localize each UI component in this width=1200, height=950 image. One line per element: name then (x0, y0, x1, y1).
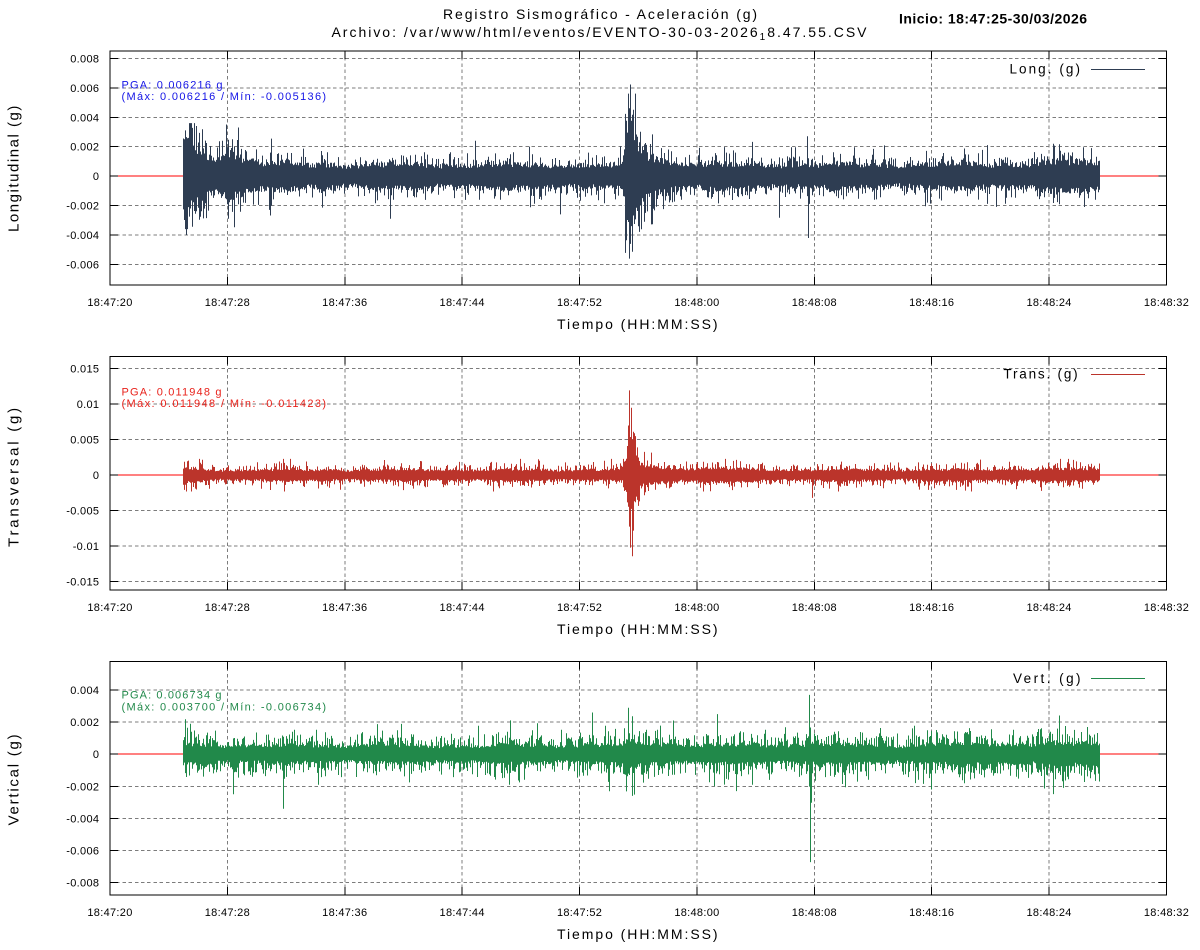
svg-text:-0.002: -0.002 (66, 201, 99, 213)
svg-text:18:48:24: 18:48:24 (1027, 297, 1072, 309)
svg-text:Vertical (g): Vertical (g) (6, 733, 23, 826)
svg-text:0: 0 (93, 470, 99, 482)
svg-text:-0.005: -0.005 (66, 506, 99, 518)
svg-text:Longitudinal (g): Longitudinal (g) (6, 104, 23, 232)
svg-text:18:48:32: 18:48:32 (1144, 602, 1189, 614)
svg-text:Archivo: /var/www/html/eventos: Archivo: /var/www/html/eventos/EVENTO-30… (331, 24, 868, 43)
svg-text:18:48:16: 18:48:16 (909, 907, 954, 919)
svg-text:Tiempo (HH:MM:SS): Tiempo (HH:MM:SS) (557, 621, 720, 637)
svg-text:Vert. (g): Vert. (g) (1013, 671, 1083, 686)
svg-text:0: 0 (93, 171, 99, 183)
svg-text:0.006: 0.006 (70, 83, 99, 95)
svg-text:18:47:20: 18:47:20 (87, 602, 132, 614)
svg-text:0.004: 0.004 (70, 112, 99, 124)
svg-text:18:48:32: 18:48:32 (1144, 907, 1189, 919)
svg-text:18:48:00: 18:48:00 (674, 602, 719, 614)
svg-text:18:47:28: 18:47:28 (205, 602, 250, 614)
svg-text:Registro Sismográfico - Aceler: Registro Sismográfico - Aceleración (g) (443, 6, 759, 22)
svg-text:18:47:52: 18:47:52 (557, 602, 602, 614)
svg-text:18:47:28: 18:47:28 (205, 907, 250, 919)
svg-text:-0.004: -0.004 (66, 230, 99, 242)
svg-text:0.004: 0.004 (70, 685, 99, 697)
svg-text:-0.008: -0.008 (66, 878, 99, 890)
svg-text:18:47:52: 18:47:52 (557, 297, 602, 309)
svg-text:-0.006: -0.006 (66, 845, 99, 857)
svg-text:Tiempo (HH:MM:SS): Tiempo (HH:MM:SS) (557, 316, 720, 332)
svg-text:(Máx: 0.006216 / Mín: -0.00513: (Máx: 0.006216 / Mín: -0.005136) (122, 91, 328, 103)
svg-text:18:48:08: 18:48:08 (792, 907, 837, 919)
svg-text:Trans. (g): Trans. (g) (1003, 366, 1079, 381)
svg-text:18:47:44: 18:47:44 (440, 297, 485, 309)
svg-text:-0.015: -0.015 (66, 577, 99, 589)
svg-text:18:47:36: 18:47:36 (322, 602, 367, 614)
svg-text:0.002: 0.002 (70, 717, 99, 729)
svg-text:0.008: 0.008 (70, 53, 99, 65)
svg-text:18:48:08: 18:48:08 (792, 297, 837, 309)
svg-text:0.01: 0.01 (77, 399, 100, 411)
svg-text:18:48:00: 18:48:00 (674, 297, 719, 309)
svg-text:PGA: 0.006734 g: PGA: 0.006734 g (122, 690, 223, 702)
svg-text:18:47:20: 18:47:20 (87, 297, 132, 309)
svg-text:Long. (g): Long. (g) (1009, 62, 1082, 77)
svg-text:0.005: 0.005 (70, 435, 99, 447)
svg-text:-0.002: -0.002 (66, 781, 99, 793)
svg-text:(Máx: 0.003700 / Mín: -0.00673: (Máx: 0.003700 / Mín: -0.006734) (122, 702, 328, 714)
svg-text:18:47:28: 18:47:28 (205, 297, 250, 309)
svg-text:18:48:24: 18:48:24 (1027, 602, 1072, 614)
svg-text:Transversal (g): Transversal (g) (6, 405, 23, 547)
svg-text:18:47:36: 18:47:36 (322, 907, 367, 919)
svg-text:PGA: 0.011948 g: PGA: 0.011948 g (122, 387, 223, 399)
svg-text:18:48:08: 18:48:08 (792, 602, 837, 614)
svg-text:(Máx: 0.011948 / Mín: -0.01142: (Máx: 0.011948 / Mín: -0.011423) (122, 398, 328, 410)
svg-text:18:48:00: 18:48:00 (674, 907, 719, 919)
svg-text:18:47:20: 18:47:20 (87, 907, 132, 919)
svg-text:18:48:16: 18:48:16 (909, 602, 954, 614)
svg-text:0: 0 (93, 749, 99, 761)
svg-text:-0.004: -0.004 (66, 813, 99, 825)
svg-text:18:48:32: 18:48:32 (1144, 297, 1189, 309)
svg-text:-0.01: -0.01 (73, 541, 100, 553)
svg-text:-0.006: -0.006 (66, 260, 99, 272)
svg-text:PGA: 0.006216 g: PGA: 0.006216 g (122, 80, 224, 92)
svg-text:Inicio: 18:47:25-30/03/2026: Inicio: 18:47:25-30/03/2026 (899, 10, 1087, 26)
svg-text:18:47:44: 18:47:44 (440, 907, 485, 919)
svg-text:0.015: 0.015 (70, 364, 99, 376)
svg-text:0.002: 0.002 (70, 142, 99, 154)
svg-text:Tiempo (HH:MM:SS): Tiempo (HH:MM:SS) (557, 926, 720, 942)
svg-text:18:48:16: 18:48:16 (909, 297, 954, 309)
svg-text:18:47:36: 18:47:36 (322, 297, 367, 309)
svg-text:18:47:44: 18:47:44 (440, 602, 485, 614)
svg-text:18:47:52: 18:47:52 (557, 907, 602, 919)
svg-text:18:48:24: 18:48:24 (1027, 907, 1072, 919)
